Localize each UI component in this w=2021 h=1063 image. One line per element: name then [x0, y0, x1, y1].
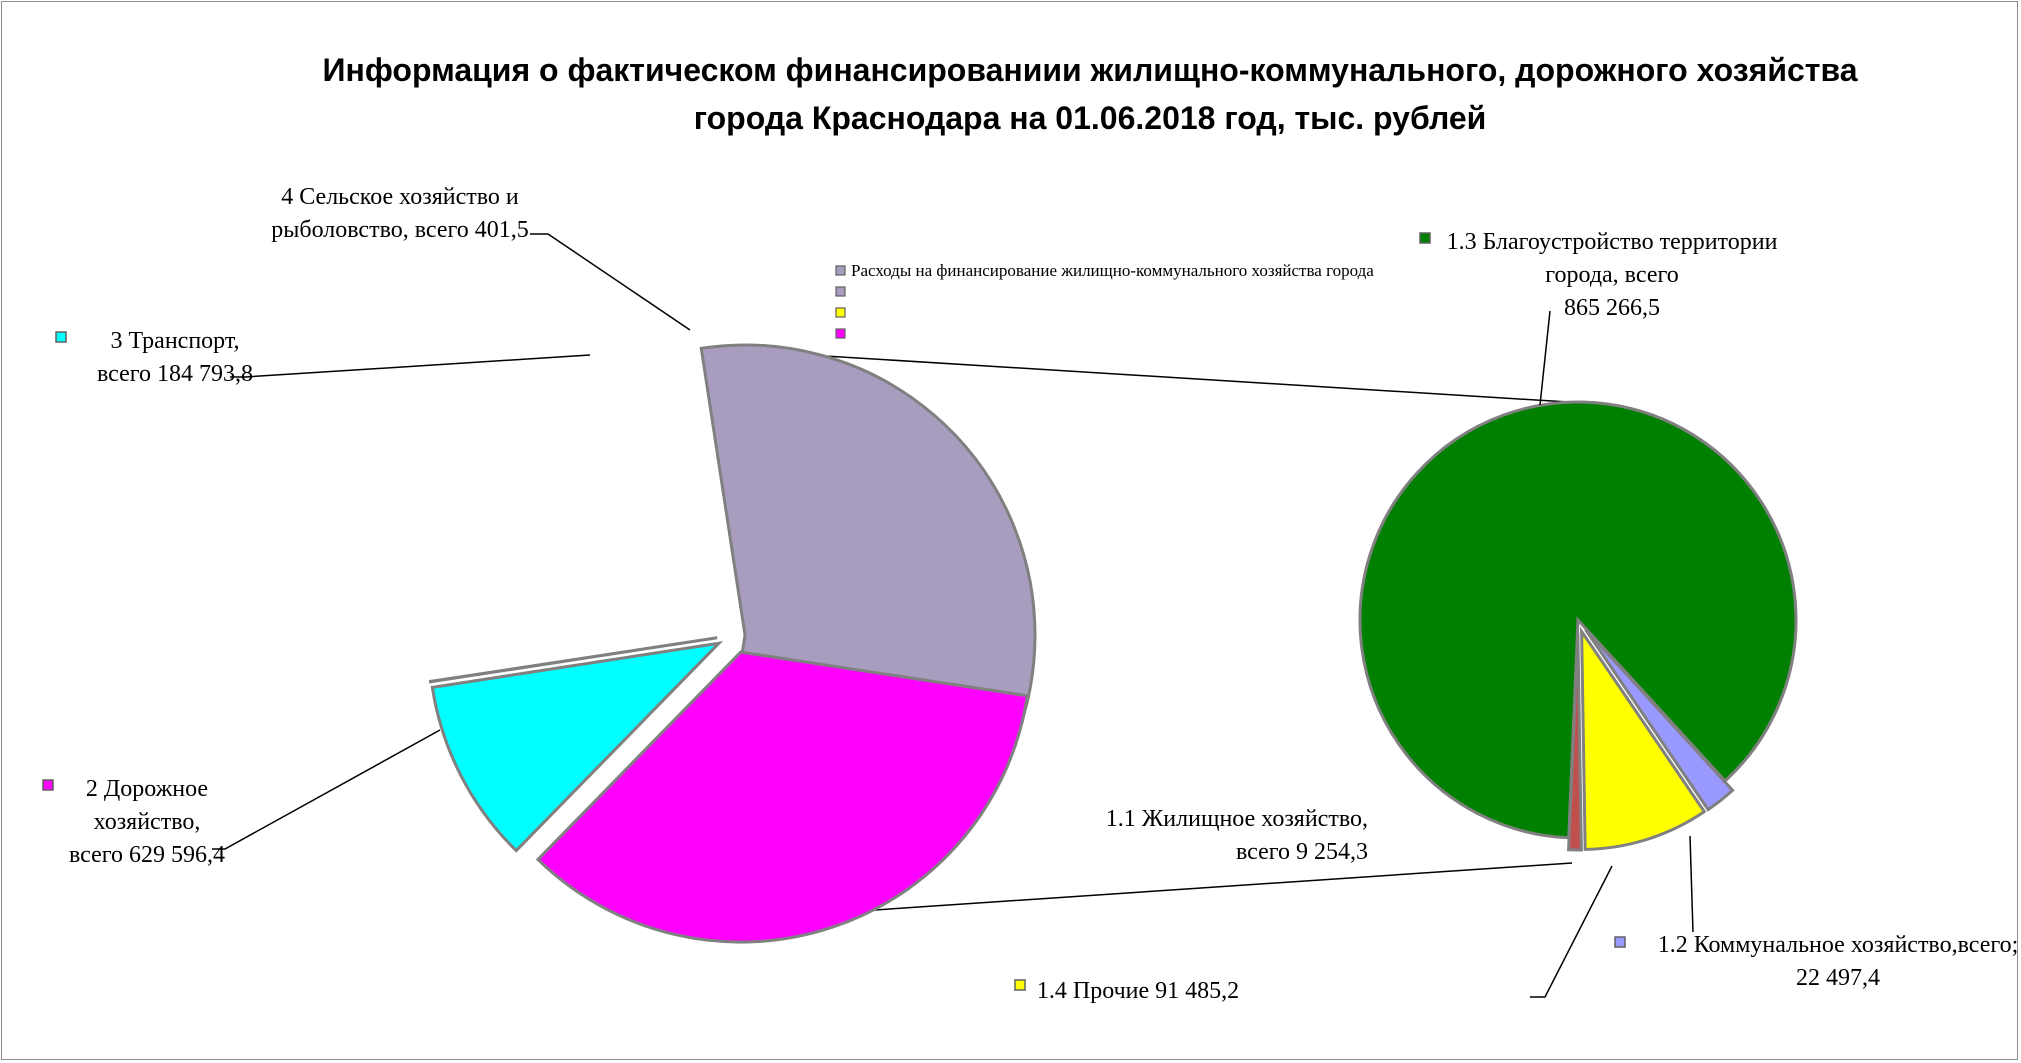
leader-other [1530, 865, 1613, 998]
marker-road [42, 779, 54, 791]
label-agri: 4 Сельское хозяйство и рыболовство, всего… [271, 184, 529, 243]
legend-marker-1 [835, 286, 846, 297]
connector-line-top [701, 347, 1571, 403]
chart-title-line-1: Информация о фактическом финансированиии… [322, 52, 1858, 88]
chart-title-line-2: города Краснодара на 01.06.2018 год, тыс… [693, 100, 1487, 136]
leader-agri [530, 233, 691, 331]
secondary-pie-slice-beaut [1358, 400, 1798, 840]
leader-road [212, 729, 441, 850]
leader-transport [230, 354, 591, 378]
label-living-line: 1.1 Жилищное хозяйство, [1106, 806, 1368, 832]
label-other-line: 1.4 Прочие 91 485,2 [1037, 978, 1239, 1004]
marker-other [1014, 979, 1026, 991]
label-road: 2 Дорожное хозяйство, всего 629 596,4 [69, 776, 225, 868]
legend-marker-0 [835, 265, 846, 276]
label-communal-line: 22 497,4 [1796, 965, 1880, 991]
main-pie-slice-road [535, 650, 1030, 944]
marker-transport [55, 331, 67, 343]
label-transport: 3 Транспорт, всего 184 793,8 [97, 328, 253, 387]
label-road-line: всего 629 596,4 [69, 842, 225, 868]
label-agri-line: рыболовство, всего 401,5 [271, 217, 529, 243]
legend-marker-2 [835, 307, 846, 318]
secondary-pie-slice-communal [1584, 628, 1735, 812]
label-communal-line: 1.2 Коммунальное хозяйство,всего; [1658, 932, 2019, 958]
label-agri-line: 4 Сельское хозяйство и [281, 184, 519, 210]
marker-communal [1614, 936, 1626, 948]
main-pie-slice-transport [430, 641, 724, 853]
label-beaut-line: 1.3 Благоустройство территории [1447, 229, 1778, 255]
chart-title: Информация о фактическом финансированиии… [250, 46, 1930, 142]
legend-label-0: Расходы на финансирование жилищно-коммун… [851, 261, 1374, 280]
label-living: 1.1 Жилищное хозяйство, всего 9 254,3 [1106, 806, 1368, 865]
label-transport-line: 3 Транспорт, [110, 328, 239, 354]
legend-marker-3 [835, 328, 846, 339]
label-transport-line: всего 184 793,8 [97, 361, 253, 387]
leader-beaut [1539, 310, 1551, 406]
leader-communal [1689, 835, 1694, 933]
label-beaut-line: города, всего [1545, 262, 1678, 288]
label-communal: 1.2 Коммунальное хозяйство,всего; 22 497,… [1658, 932, 2019, 991]
marker-beaut [1419, 232, 1431, 244]
label-road-line: хозяйство, [94, 809, 201, 835]
label-other: 1.4 Прочие 91 485,2 [1037, 978, 1239, 1004]
main-pie-slice-agri [428, 636, 718, 684]
label-living-line: всего 9 254,3 [1236, 839, 1368, 865]
label-road-line: 2 Дорожное [86, 776, 208, 802]
secondary-pie-slice-living [1566, 631, 1583, 852]
label-beaut-line: 865 266,5 [1564, 295, 1660, 321]
label-beaut: 1.3 Благоустройство территории города, вс… [1447, 229, 1778, 321]
secondary-pie-slice-other [1580, 626, 1707, 851]
